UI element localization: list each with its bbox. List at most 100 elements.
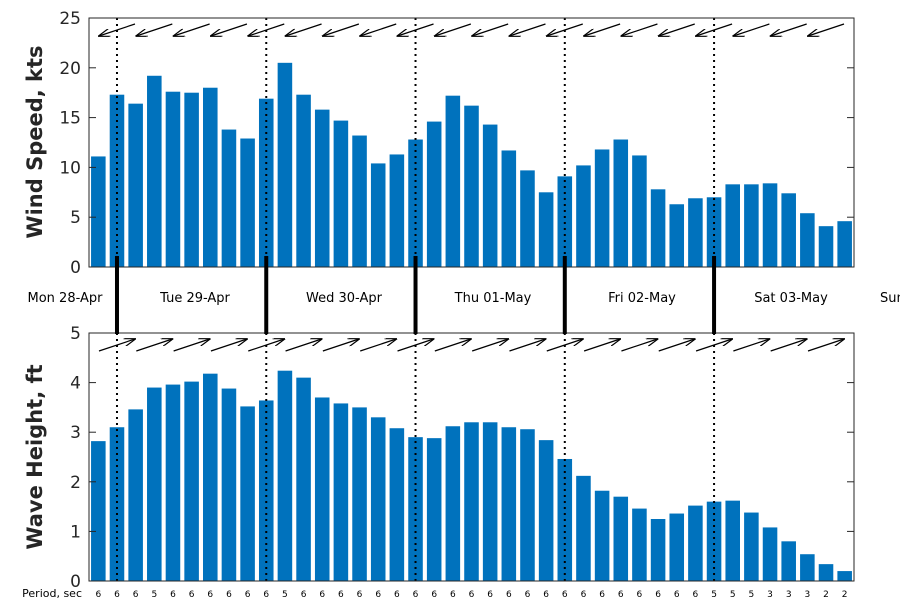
- wave-direction-arrow: [658, 339, 695, 352]
- day-label: Thu 01-May: [454, 291, 532, 306]
- wind-bar: [91, 156, 106, 267]
- period-value: 6: [618, 590, 624, 600]
- period-value: 6: [226, 590, 232, 600]
- wave-direction-arrow: [173, 339, 210, 352]
- period-value: 5: [730, 590, 736, 600]
- wind-bar: [538, 192, 554, 267]
- period-value: 6: [357, 590, 363, 600]
- wind-bar: [594, 149, 610, 267]
- wind-direction-arrow: [360, 23, 397, 36]
- wave-bar: [203, 373, 218, 581]
- wind-direction-arrow: [771, 23, 807, 36]
- period-value: 2: [842, 590, 848, 600]
- day-label: Mon 28-Apr: [28, 291, 104, 306]
- wave-direction-arrow: [770, 339, 807, 352]
- wave-bar: [650, 519, 666, 581]
- day-label: Fri 02-May: [608, 291, 676, 306]
- wind-bar: [725, 184, 740, 267]
- wave-bar: [389, 428, 405, 581]
- period-value: 6: [338, 590, 344, 600]
- wind-direction-arrow: [547, 23, 583, 36]
- wind-direction-arrow: [621, 23, 658, 36]
- wave-bar: [333, 403, 349, 581]
- wind-bar: [389, 154, 405, 267]
- wave-bar: [800, 554, 815, 581]
- period-value: 6: [375, 590, 381, 600]
- wind-bar: [221, 129, 237, 267]
- period-value: 6: [506, 590, 512, 600]
- period-value: 6: [543, 590, 549, 600]
- wave-direction-arrow: [248, 339, 284, 352]
- wave-direction-arrow: [695, 339, 732, 352]
- period-value: 3: [786, 590, 792, 600]
- wind-bar: [818, 226, 834, 267]
- period-value: 6: [431, 590, 437, 600]
- wave-direction-arrow: [733, 339, 769, 352]
- wind-direction-arrow: [733, 23, 770, 36]
- wave-bar: [314, 397, 330, 581]
- wave-bar: [221, 388, 237, 581]
- wind-bar: [744, 184, 759, 267]
- wave-direction-arrow: [434, 339, 471, 352]
- wave-bar: [576, 475, 591, 581]
- wind-direction-arrow: [509, 23, 546, 36]
- period-value: 6: [189, 590, 195, 600]
- wind-bar: [445, 95, 461, 267]
- day-label: Sat 03-May: [754, 291, 828, 306]
- wave-direction-arrow: [583, 339, 620, 352]
- period-value: 2: [823, 590, 829, 600]
- period-value: 5: [711, 590, 717, 600]
- wave-direction-arrow: [397, 339, 434, 352]
- period-value: 6: [487, 590, 493, 600]
- wave-bar: [426, 438, 442, 581]
- wind-bar: [781, 193, 796, 267]
- period-value: 6: [693, 590, 699, 600]
- wind-direction-arrow: [174, 23, 210, 36]
- wind-plot-frame: [88, 17, 855, 268]
- wave-bar: [296, 377, 311, 581]
- wind-y-tick-label: 20: [59, 59, 81, 79]
- wave-bar: [781, 541, 796, 581]
- wave-bar: [91, 441, 106, 581]
- wind-speed-panel: 0 5 10 15 20 25: [59, 9, 855, 278]
- wave-direction-arrow: [360, 339, 396, 352]
- wave-direction-arrow: [471, 339, 508, 352]
- wind-bar: [277, 62, 293, 267]
- wave-y-tick-label: 3: [70, 423, 81, 443]
- wave-bar: [165, 384, 181, 581]
- wave-height-panel: 0 1 2 3 4 5: [70, 324, 855, 592]
- wind-direction-arrow: [398, 23, 434, 36]
- wave-bar: [184, 381, 199, 581]
- day-label: Wed 30-Apr: [306, 291, 383, 306]
- wind-y-axis-label: Wind Speed, kts: [23, 45, 47, 238]
- wind-direction-arrow: [696, 23, 733, 36]
- wave-y-tick-label: 5: [70, 324, 81, 344]
- period-value: 3: [767, 590, 773, 600]
- day-label: Sun: [880, 291, 900, 306]
- wind-bar: [258, 98, 274, 268]
- wind-bar: [520, 170, 535, 267]
- wave-bar: [613, 496, 629, 581]
- period-value: 6: [319, 590, 325, 600]
- wave-direction-arrow: [210, 339, 247, 352]
- wind-bar: [613, 139, 629, 267]
- wave-bar: [408, 437, 423, 581]
- period-value: 6: [562, 590, 568, 600]
- wave-bar: [464, 422, 479, 581]
- wind-bar: [240, 138, 255, 267]
- wind-direction-arrow: [136, 23, 173, 36]
- period-value: 6: [114, 590, 120, 600]
- wave-plot-frame: [88, 332, 855, 582]
- period-value: 6: [674, 590, 680, 600]
- wind-direction-arrow: [808, 23, 845, 36]
- wind-y-tick-label: 25: [59, 9, 81, 29]
- period-value: 6: [95, 590, 101, 600]
- wind-bar: [650, 189, 666, 267]
- period-value: 6: [599, 590, 605, 600]
- wind-bar: [464, 105, 479, 267]
- wave-bar: [128, 409, 143, 581]
- period-value: 6: [581, 590, 587, 600]
- wind-bar: [147, 75, 162, 267]
- wind-bar: [408, 139, 423, 267]
